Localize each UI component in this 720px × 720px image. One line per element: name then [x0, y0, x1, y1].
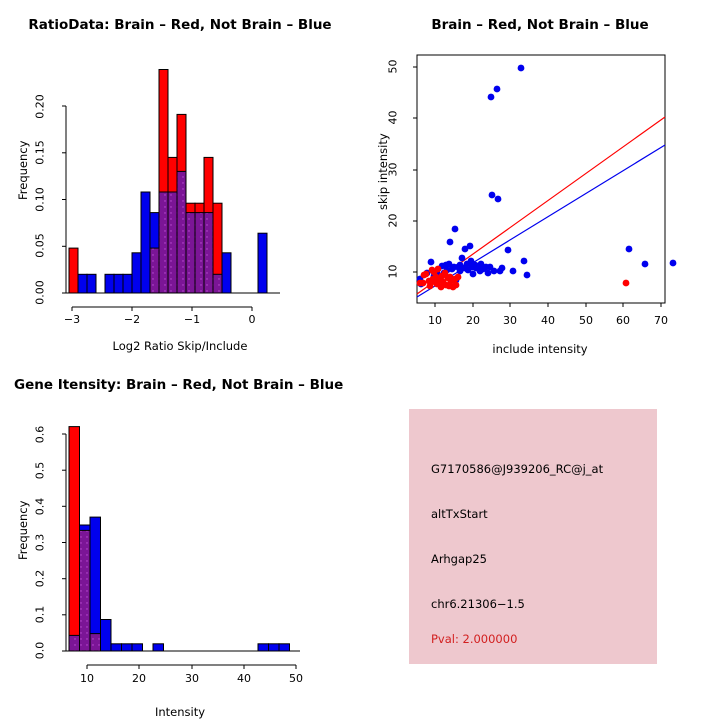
ratio-histogram-xlabel: Log2 Ratio Skip/Include [112, 339, 248, 353]
scatter-xtick-3: 40 [541, 314, 555, 327]
gene-intensity-xlabel: Intensity [154, 705, 206, 719]
locus-text: chr6.21306−1.5 [431, 597, 525, 611]
scatter-points-not-brain [416, 64, 677, 288]
ratio-histogram-panel: RatioData: Brain – Red, Not Brain – Blue… [0, 0, 360, 360]
ratio-histogram-title: RatioData: Brain – Red, Not Brain – Blue [28, 17, 332, 33]
intensity-scatter-plot [413, 54, 677, 307]
gene-symbol-text: Arhgap25 [431, 552, 487, 566]
gene-y-axis [62, 433, 67, 652]
gene-xtick-3: 40 [237, 672, 251, 685]
intensity-scatter-panel: Brain – Red, Not Brain – Blue skip inten… [360, 0, 720, 360]
scatter-xtick-2: 30 [503, 314, 517, 327]
scatter-xtick-4: 50 [579, 314, 593, 327]
event-type-text: altTxStart [431, 507, 488, 521]
gene-xtick-4: 50 [289, 672, 303, 685]
ratio-xtick-3: 0 [248, 313, 256, 326]
gene-info-box: G7170586@J939206_RC@j_at altTxStart Arhg… [409, 409, 657, 664]
ratio-xtick-0: −3 [63, 313, 81, 326]
intensity-scatter-title: Brain – Red, Not Brain – Blue [431, 17, 649, 33]
scatter-xtick-5: 60 [616, 314, 630, 327]
gene-xtick-2: 30 [185, 672, 199, 685]
ratio-xtick-2: −1 [183, 313, 201, 326]
gene-histogram-bars [66, 426, 300, 652]
ratio-xtick-1: −2 [123, 313, 141, 326]
scatter-xtick-6: 70 [654, 314, 668, 327]
scatter-points-brain [416, 265, 630, 291]
ratio-histogram-bars [66, 69, 280, 294]
scatter-xtick-1: 20 [466, 314, 480, 327]
gene-xtick-1: 20 [132, 672, 146, 685]
probe-id-text: G7170586@J939206_RC@j_at [431, 462, 604, 476]
gene-info-panel: G7170586@J939206_RC@j_at altTxStart Arhg… [360, 360, 720, 720]
ratio-y-axis [62, 105, 67, 294]
ratio-histogram-plot [62, 69, 280, 311]
gene-intensity-panel: Gene Itensity: Brain – Red, Not Brain – … [0, 360, 360, 720]
pval-text: Pval: 2.000000 [431, 632, 518, 646]
fit-line-not-brain [416, 144, 666, 298]
gene-intensity-title: Gene Itensity: Brain – Red, Not Brain – … [14, 377, 344, 393]
gene-x-axis [86, 664, 297, 669]
intensity-scatter-xlabel: include intensity [492, 342, 588, 356]
ratio-x-axis [71, 306, 253, 311]
scatter-axes [413, 54, 666, 307]
gene-xtick-0: 10 [80, 672, 94, 685]
scatter-xtick-0: 10 [428, 314, 442, 327]
gene-intensity-plot [62, 426, 300, 669]
